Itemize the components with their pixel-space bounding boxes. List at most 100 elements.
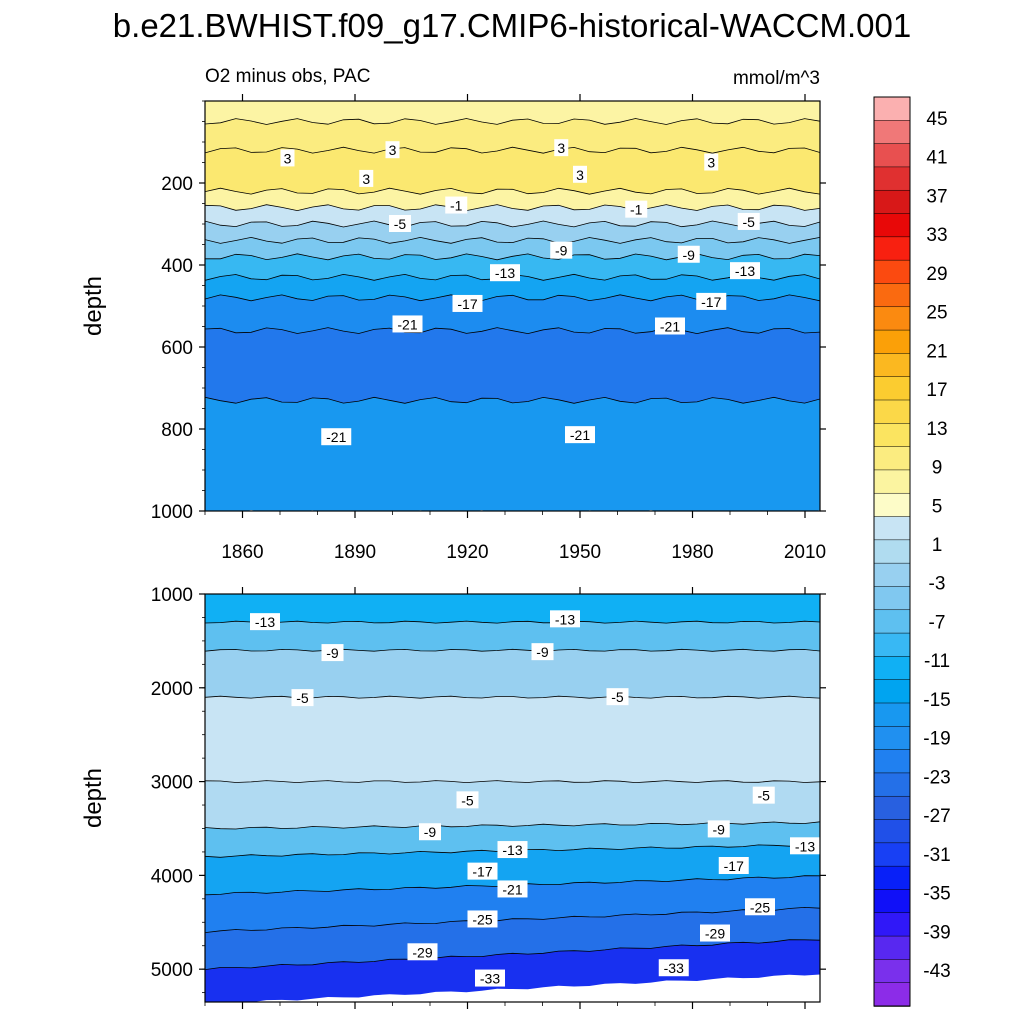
lower-frame: [204, 593, 821, 1003]
colorbar-label: 41: [926, 148, 947, 169]
lower-band-4: [205, 780, 820, 832]
lower-contour-label-bg: [419, 823, 441, 841]
lower-contour-label-bg: [606, 688, 629, 706]
lower-contour-label: -25: [745, 898, 775, 916]
colorbar-swatch: [873, 283, 911, 308]
upper-contour-label-text: -1: [630, 202, 643, 218]
colorbar-swatch: [873, 492, 911, 518]
upper-ytick-label: 400: [161, 256, 193, 277]
colorbar-swatch: [873, 935, 911, 961]
colorbar-swatch: [873, 353, 911, 378]
lower-contour-label-text: -9: [326, 645, 339, 661]
colorbar-swatch: [873, 96, 911, 122]
lower-contour-label-text: -13: [255, 614, 275, 630]
lower-contour-label-text: -9: [424, 824, 437, 840]
lower-ytick-label: 4000: [151, 866, 193, 887]
colorbar-swatch: [873, 306, 911, 331]
colorbar-swatch: [873, 399, 911, 425]
upper-contour-label-bg: [677, 245, 700, 263]
upper-xtick-label: 1890: [334, 542, 376, 563]
upper-contour-label: -17: [696, 292, 727, 310]
upper-panel: 33 333 3-1 -1-5 -5-9 -9-13 -13-17 -17-21 -21-21-…: [151, 94, 826, 563]
colorbar-swatch: [873, 749, 911, 774]
colorbar-label: -39: [923, 922, 950, 943]
upper-contour-11: [205, 396, 820, 404]
lower-contour-label-text: -25: [750, 899, 770, 915]
lower-band-2: [205, 649, 820, 701]
upper-contour-label-text: -9: [555, 243, 568, 259]
colorbar-label: -31: [923, 845, 950, 866]
lower-contour-label-text: -9: [536, 644, 549, 660]
upper-contour-label-bg: [730, 262, 760, 280]
colorbar-label: 33: [926, 225, 947, 246]
upper-contour-label-bg: [359, 169, 374, 187]
upper-contour-2: [205, 146, 820, 154]
lower-contour-label-text: -13: [555, 611, 575, 627]
colorbar-swatch: [873, 236, 911, 261]
lower-contour-label-text: -29: [412, 944, 432, 960]
colorbar-label: 21: [926, 341, 947, 362]
upper-contour-label: 3: [280, 149, 295, 167]
lower-band-0: [205, 594, 820, 626]
lower-contour-label: -13: [790, 837, 820, 855]
colorbar-swatch: [873, 982, 911, 1007]
lower-contour-label: -33: [658, 959, 689, 977]
upper-contour-label-bg: [389, 215, 411, 232]
upper-contour-10: [205, 327, 820, 335]
lower-contour-label-text: -5: [296, 690, 309, 706]
colorbar-swatch: [873, 819, 911, 844]
colorbar-swatch: [873, 469, 911, 494]
lower-contour-label-bg: [752, 786, 775, 804]
lower-ytick-label: 1000: [151, 585, 193, 606]
lower-contour-label-text: -33: [664, 960, 684, 976]
upper-contour-4: [205, 204, 820, 212]
upper-xtick-label: 1950: [559, 542, 601, 563]
upper-contour-label-text: -13: [495, 265, 515, 281]
lower-contour-label-text: -17: [472, 864, 492, 880]
colorbar-swatch: [873, 726, 911, 751]
lower-band-9: [205, 939, 820, 1002]
lower-ytick-label: 5000: [151, 960, 193, 981]
upper-contour-label: -21: [392, 315, 423, 333]
colorbar-swatch: [873, 702, 911, 728]
upper-contour-label-text: -17: [457, 296, 477, 312]
upper-contour-label-bg: [696, 292, 727, 310]
lower-contour-label: -5: [752, 786, 775, 804]
colorbar-label: -11: [924, 651, 950, 672]
colorbar-swatch: [873, 189, 911, 215]
colorbar-swatch: [873, 609, 911, 634]
upper-contour-3: [205, 187, 820, 195]
upper-contour-label-bg: [565, 426, 595, 444]
upper-contour-label-text: 3: [557, 140, 565, 156]
upper-contour-label-bg: [321, 428, 352, 446]
lower-contour-label-bg: [700, 924, 730, 942]
lower-contour-label: -13: [550, 610, 580, 628]
colorbar-label: -15: [923, 690, 950, 711]
upper-contour-label-text: -5: [394, 216, 407, 232]
colorbar-label: -19: [923, 729, 950, 750]
lower-contour-label-text: -5: [461, 792, 474, 808]
lower-contour-label-text: -13: [502, 842, 522, 858]
lower-contour-label: -5: [606, 688, 629, 706]
lower-contour-label-bg: [407, 943, 438, 961]
upper-contour-label: -5: [389, 215, 411, 232]
upper-xtick-label: 1980: [671, 542, 713, 563]
colorbar-label: 1: [932, 535, 943, 556]
upper-xtick-label: 1860: [221, 542, 263, 563]
upper-band-8: [205, 274, 820, 303]
chart-units: mmol/m^3: [733, 68, 820, 89]
lower-contour-label-bg: [550, 610, 580, 628]
lower-contour-label-bg: [467, 862, 498, 880]
upper-contour-label: -21: [565, 426, 595, 444]
lower-contour-label: -5: [456, 791, 479, 809]
lower-contour-label: -29: [407, 943, 438, 961]
upper-contour-label-bg: [445, 196, 468, 214]
upper-contour-label-bg: [655, 317, 685, 335]
colorbar-swatch: [873, 632, 911, 658]
upper-contour-label-text: -5: [743, 214, 756, 230]
upper-contour-label-text: 3: [284, 150, 292, 166]
colorbar-swatch: [873, 166, 911, 191]
lower-band-1: [205, 621, 820, 654]
colorbar-label: 13: [926, 419, 947, 440]
lower-contour-label-bg: [497, 841, 528, 859]
